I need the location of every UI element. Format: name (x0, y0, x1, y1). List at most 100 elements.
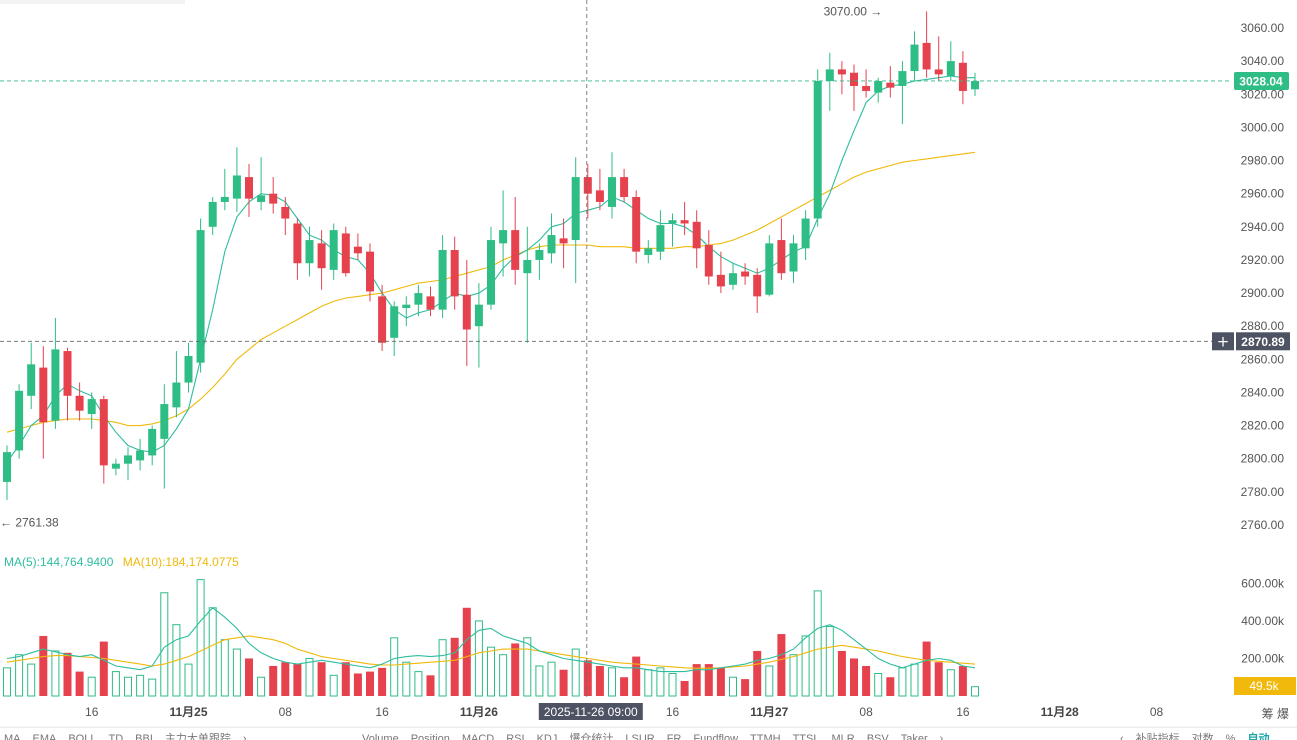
toolbar-item[interactable]: Position (410, 733, 450, 740)
volume-bar (184, 663, 193, 697)
candle-body (837, 69, 846, 75)
toolbar-item[interactable]: 补贴指标 (1135, 733, 1180, 740)
toolbar-item[interactable]: BBI (135, 733, 153, 740)
candle-body (801, 218, 810, 249)
toolbar-item[interactable]: 对数 (1191, 733, 1214, 740)
toolbar-item[interactable]: TTMH (750, 733, 781, 740)
low-price-marker: ← 2761.38 (0, 516, 59, 530)
volume-ma5-line (6, 607, 976, 673)
volume-bar (402, 661, 411, 697)
toolbar-item[interactable]: EMA (32, 733, 57, 740)
volume-bar (559, 669, 568, 696)
candle-body (571, 177, 580, 241)
volume-bar (366, 671, 374, 696)
price-tick-label: 2940.00 (1241, 220, 1285, 234)
time-tick-label: 08 (1150, 705, 1164, 719)
volume-bar (850, 658, 858, 696)
volume-moving-averages (6, 607, 976, 673)
candle-body (281, 206, 290, 219)
candle-body (378, 296, 387, 343)
toolbar-item[interactable]: MACD (461, 733, 495, 740)
toolbar-item[interactable]: LSUR (625, 733, 655, 740)
toolbar-item[interactable]: BOLL (68, 733, 97, 740)
price-tick-label: 2780.00 (1241, 485, 1285, 499)
volume-bar (571, 648, 580, 697)
volume-bar (813, 590, 822, 697)
last-volume-label-bg (1234, 677, 1296, 695)
volume-tick-label: 600.00k (1241, 576, 1285, 590)
price-tick-label: 3000.00 (1241, 120, 1285, 134)
candle-body (583, 177, 592, 194)
candle-body (487, 240, 495, 305)
toolbar-item[interactable]: › (939, 733, 944, 740)
volume-bar (668, 672, 677, 697)
volume-bar (245, 658, 253, 696)
volume-bar (353, 673, 362, 696)
candle-body (971, 81, 979, 90)
candle-body (765, 243, 774, 295)
candle-body (196, 230, 205, 363)
price-tick-label: 2860.00 (1241, 352, 1285, 366)
toolbar-item[interactable]: ‹ (1120, 733, 1124, 740)
candle-body (341, 233, 350, 274)
crosshair-time-label-bg (538, 703, 643, 720)
candle-body (813, 81, 822, 219)
candle-body (559, 238, 568, 244)
volume-bar (51, 650, 60, 697)
overlays: +2870.89 2025-11-26 09:00 3028.04 49.5k 3070… (0, 0, 1296, 720)
candle-body (317, 243, 326, 269)
toolbar-item[interactable]: MLR (831, 733, 855, 740)
toolbar-item[interactable]: KDJ (536, 733, 558, 740)
volume-bar (620, 677, 629, 696)
candle-body (438, 249, 447, 310)
volume-bar (462, 607, 471, 696)
toolbar-item[interactable]: FR (666, 733, 682, 740)
volume-bar (632, 656, 641, 696)
time-tick-label: 16 (956, 705, 970, 719)
time-tick-label: 16 (85, 705, 99, 719)
toolbar-item[interactable]: Fundflow (693, 733, 739, 740)
toolbar-item[interactable]: 爆仓统计 (569, 733, 614, 740)
price-tick-label: 3020.00 (1241, 87, 1285, 101)
volume-bar (27, 663, 36, 697)
corner-label[interactable]: 筹 爆 (1261, 707, 1289, 721)
volume-bar (874, 672, 883, 697)
volume-bar (523, 637, 532, 697)
candle-body (716, 274, 725, 287)
toolbar-item[interactable]: % (1225, 733, 1236, 740)
indicator-toolbar: MA EMA BOLL TD BBI 主力大单跟踪 › Volume Position MACD… (0, 727, 1297, 740)
toolbar-item[interactable]: TD (108, 733, 124, 740)
volume-bar (946, 669, 955, 697)
candle-body (124, 455, 132, 464)
candle-body (462, 294, 471, 330)
toolbar-item[interactable]: Volume (362, 733, 399, 740)
candle-body (184, 356, 193, 383)
last-volume-label: 49.5k (1249, 679, 1279, 693)
volume-bar (160, 592, 169, 697)
volume-bar (801, 635, 810, 697)
candle-body (777, 240, 786, 274)
volume-bar (208, 607, 217, 697)
volume-bar (438, 639, 447, 697)
volume-bar (547, 661, 556, 697)
volume-bar (329, 674, 338, 697)
volume-bar (317, 662, 326, 696)
crosshair-price-label: 2870.89 (1241, 335, 1285, 349)
candle-body (535, 249, 544, 260)
volume-legend: MA(5):144,764.9400 MA(10):184,174.0775 (4, 555, 245, 569)
candle-body (946, 61, 955, 77)
candle-body (608, 177, 616, 207)
toolbar-item[interactable]: 自动 (1247, 733, 1270, 740)
toolbar-item[interactable]: Taker (900, 733, 928, 740)
candle-body (680, 220, 689, 224)
toolbar-item[interactable]: › (242, 733, 247, 740)
toolbar-item[interactable]: RSI (506, 733, 525, 740)
toolbar-item[interactable]: BSV (866, 733, 889, 740)
time-tick-label: 11月26 (460, 705, 498, 719)
toolbar-item[interactable]: TTSL (792, 733, 820, 740)
toolbar-item[interactable]: 主力大单跟踪 (164, 733, 231, 740)
candle-body (39, 367, 48, 423)
candle-body (293, 223, 302, 264)
toolbar-item[interactable]: MA (4, 733, 21, 740)
